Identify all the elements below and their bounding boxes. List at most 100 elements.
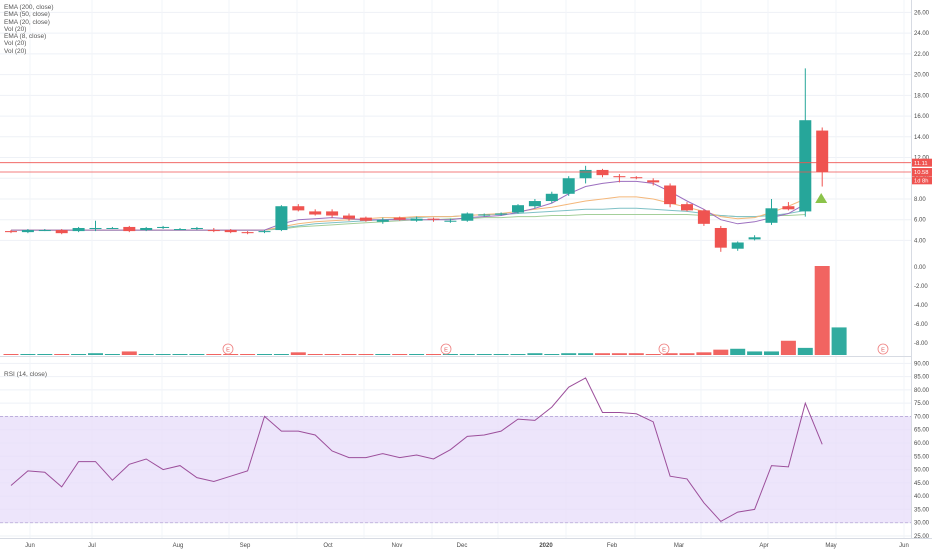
candle-body [444, 220, 457, 222]
volume-bar [240, 354, 256, 355]
time-tick-label: Jun [899, 543, 909, 549]
rsi-tick-label: 55.00 [914, 454, 930, 460]
earnings-marker [658, 343, 670, 355]
candle-body [495, 213, 508, 215]
candle-body [21, 230, 34, 233]
volume-bar [189, 354, 205, 355]
ema-orange-line [11, 196, 806, 231]
indicator-legend: EMA (200, close) EMA (50, close) EMA (20… [4, 4, 54, 55]
candle-body [714, 227, 727, 248]
rsi-tick-label: 45.00 [914, 481, 930, 487]
rsi-tick-label: 80.00 [914, 388, 930, 394]
candle-body [224, 230, 237, 233]
candle-body [697, 210, 710, 224]
candle-body [545, 193, 558, 202]
candle-body [275, 206, 288, 231]
volume-bar [814, 266, 830, 355]
candle-body [613, 176, 626, 178]
legend-item[interactable]: Vol (20) [4, 47, 27, 55]
candle-body [140, 227, 153, 231]
volume-bar [764, 351, 779, 355]
rsi-tick-label: 30.00 [914, 521, 930, 527]
volume-bar [121, 351, 137, 355]
candle-body [106, 227, 119, 229]
volume-bar [510, 354, 526, 355]
volume-bar [797, 347, 813, 355]
volume-bar [611, 353, 627, 355]
volume-bar [578, 353, 594, 355]
volume-bar [628, 353, 644, 355]
candle-body [664, 185, 677, 205]
volume-bar [307, 354, 323, 355]
candle-body [630, 177, 643, 179]
price-badge-label: 10.58 [914, 170, 929, 176]
rsi-tick-label: 50.00 [914, 468, 930, 474]
price-badge-label: 11.11 [914, 161, 928, 167]
earnings-marker [222, 343, 234, 355]
candle-body [309, 211, 322, 215]
volume-tick-label: 0.00 [914, 265, 926, 271]
candle-body [376, 219, 389, 222]
candle-body [681, 204, 693, 211]
volume-bar [3, 354, 19, 355]
candle-body [55, 230, 68, 234]
volume-bar [713, 349, 729, 355]
volume-bar [138, 354, 154, 355]
candle-body [343, 215, 355, 219]
volume-bars [3, 266, 847, 355]
time-tick-label: Mar [674, 543, 684, 549]
legend-item[interactable]: EMA (50, close) [4, 11, 50, 19]
candle-body [782, 206, 795, 210]
volume-bar [831, 327, 847, 355]
candle-body [241, 232, 254, 234]
volume-bar [37, 354, 53, 355]
time-tick-label: Sep [240, 543, 251, 549]
volume-bar [71, 354, 87, 355]
earnings-marker-label: E [226, 347, 230, 353]
buy-signal-marker [815, 192, 828, 203]
candle-body [5, 231, 17, 233]
legend-item[interactable]: Vol (20) [4, 40, 27, 48]
candle-body [123, 226, 136, 232]
volume-bar [257, 354, 272, 355]
legend-item[interactable]: EMA (200, close) [4, 4, 54, 11]
candle-body [292, 206, 305, 211]
volume-bar [476, 354, 492, 355]
volume-tick-label: -2.00 [914, 284, 928, 290]
volume-bar [358, 354, 374, 355]
volume-bar [409, 354, 425, 355]
volume-bar [747, 351, 763, 355]
volume-bar [290, 352, 306, 355]
volume-tick-label: -8.00 [914, 341, 928, 347]
volume-bar [645, 354, 661, 355]
rsi-overbought-oversold-band [0, 416, 911, 524]
time-tick-label: Feb [607, 543, 618, 549]
candle-body [427, 218, 440, 220]
candle-body [359, 217, 372, 221]
rsi-tick-label: 35.00 [914, 507, 930, 513]
rsi-tick-label: 75.00 [914, 401, 930, 407]
price-badge [912, 158, 932, 167]
volume-bar [273, 354, 289, 355]
volume-bar [527, 353, 543, 355]
time-tick-label: Oct [323, 543, 333, 549]
earnings-marker-label: E [881, 347, 885, 353]
volume-bar [426, 354, 441, 355]
price-badge [912, 176, 932, 185]
rsi-legend-label[interactable]: RSI (14, close) [4, 371, 47, 378]
legend-item[interactable]: EMA (8, close) [4, 33, 47, 41]
legend-item[interactable]: EMA (20, close) [4, 18, 50, 26]
volume-bar [392, 354, 408, 355]
price-tick-label: 20.00 [914, 73, 930, 79]
price-tick-label: 22.00 [914, 52, 930, 58]
legend-item[interactable]: Vol (20) [4, 25, 27, 33]
price-tick-label: 8.00 [914, 197, 926, 203]
volume-bar [155, 354, 171, 355]
price-tick-label: 26.00 [914, 10, 930, 16]
rsi-tick-label: 70.00 [914, 414, 930, 420]
rsi-tick-label: 90.00 [914, 361, 930, 367]
earnings-marker-label: E [444, 347, 448, 353]
candle-body [528, 201, 541, 207]
time-axis: Jun Jul Aug Sep Oct Nov Dec 2020 Feb Mar Apr May Jun [25, 543, 909, 549]
earnings-marker [877, 343, 889, 355]
